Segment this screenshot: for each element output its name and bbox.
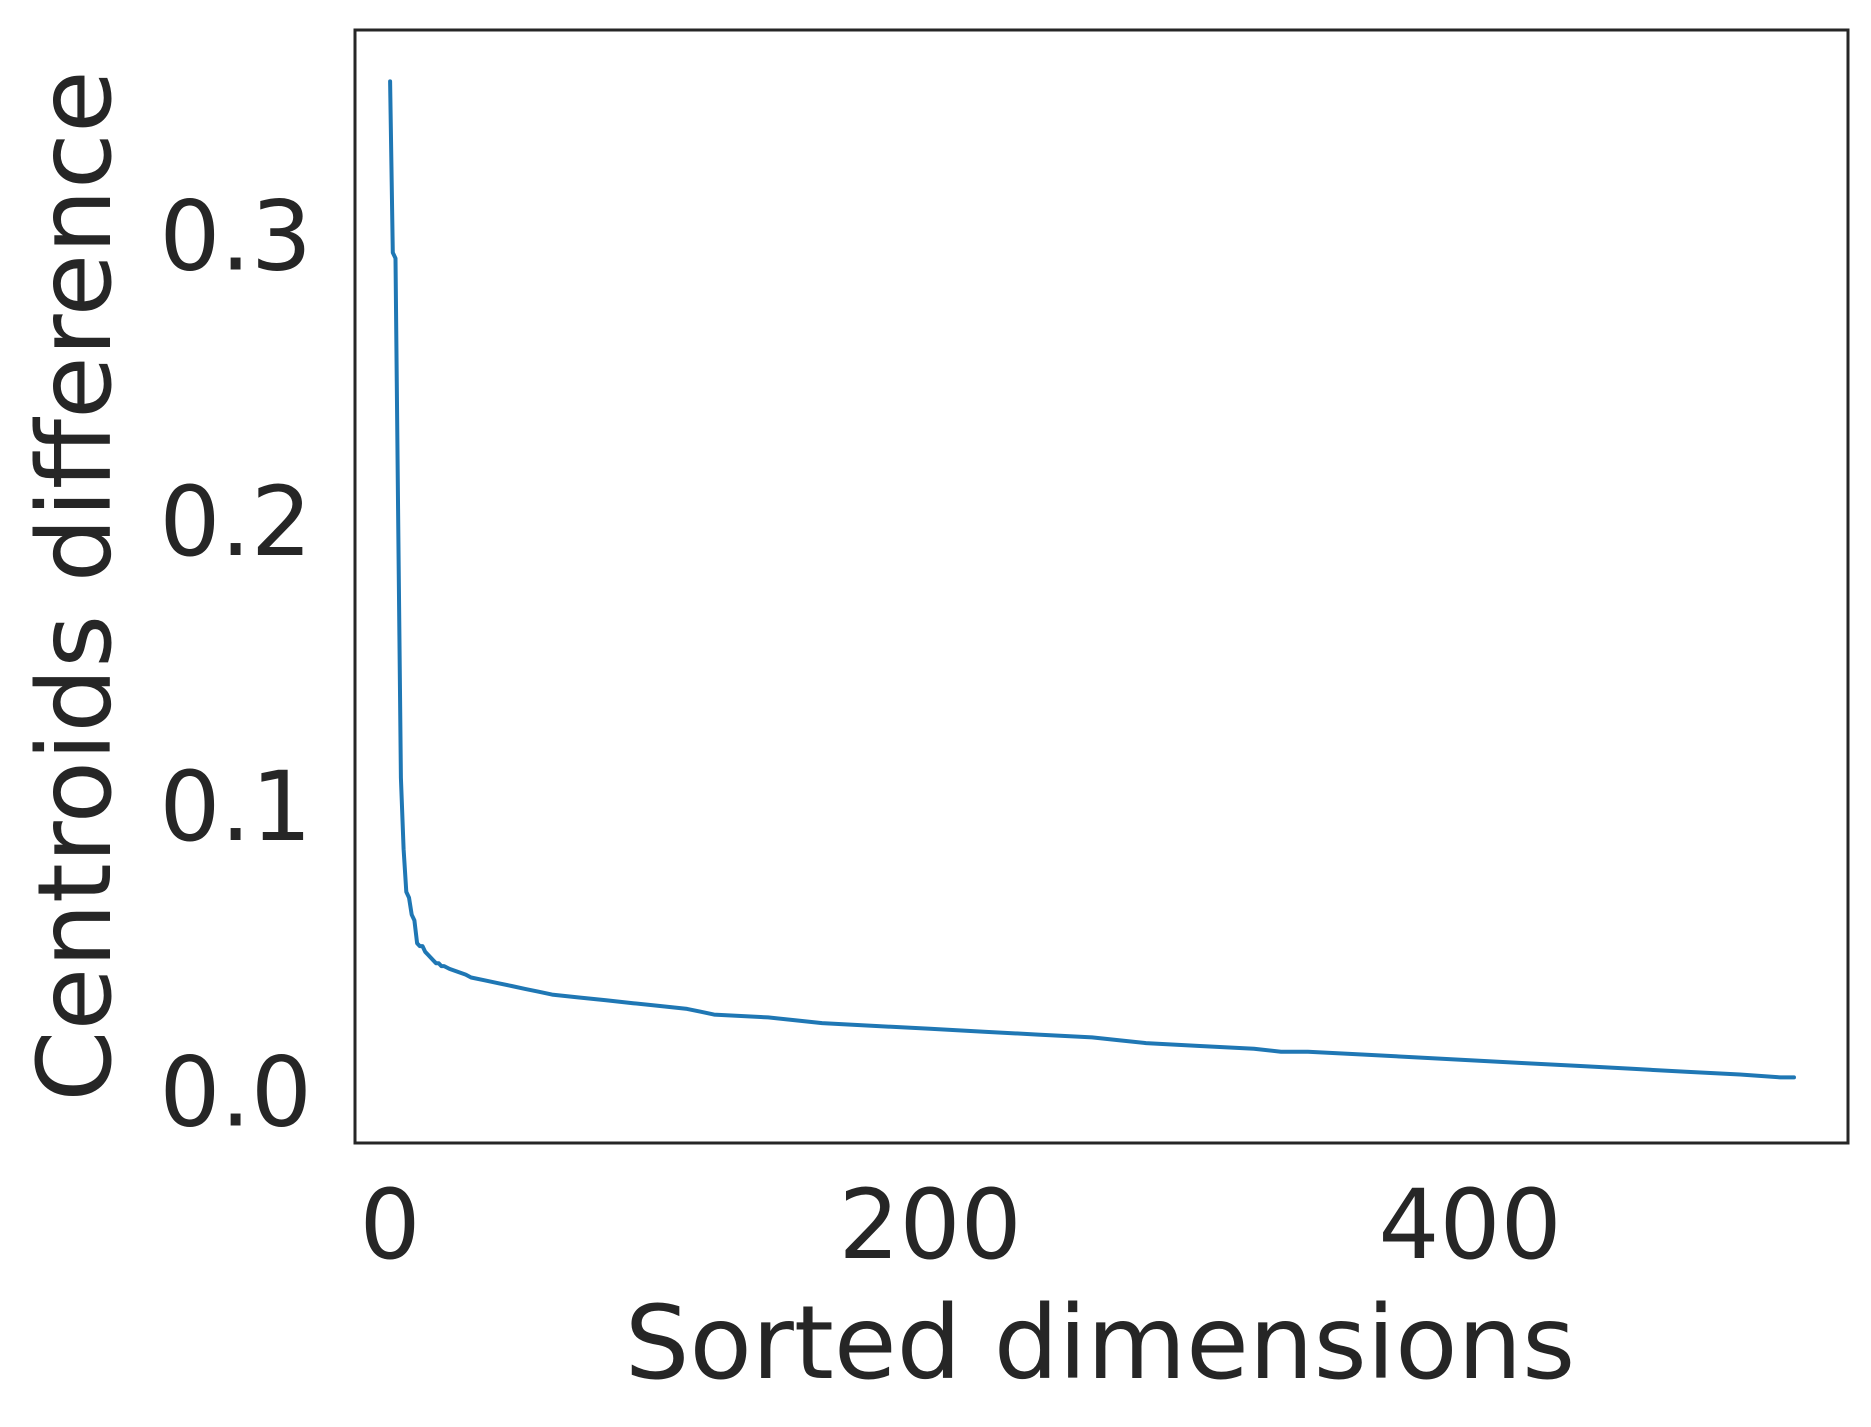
y-tick-label: 0.2 <box>159 466 312 578</box>
series-line <box>388 79 1796 1080</box>
x-tick-labels: 0 200 400 <box>360 1169 1562 1281</box>
x-tick-label: 400 <box>1378 1169 1561 1281</box>
x-tick-label: 0 <box>360 1169 421 1281</box>
y-tick-label: 0.3 <box>159 180 312 292</box>
x-tick-label: 200 <box>838 1169 1021 1281</box>
y-tick-label: 0.0 <box>159 1037 312 1149</box>
plot-frame <box>353 28 1850 1145</box>
y-tick-labels: 0.0 0.1 0.2 0.3 <box>159 180 312 1148</box>
y-tick-label: 0.1 <box>159 751 312 863</box>
y-axis-label: Centroids difference <box>16 70 135 1101</box>
x-axis-label: Sorted dimensions <box>625 1284 1576 1403</box>
